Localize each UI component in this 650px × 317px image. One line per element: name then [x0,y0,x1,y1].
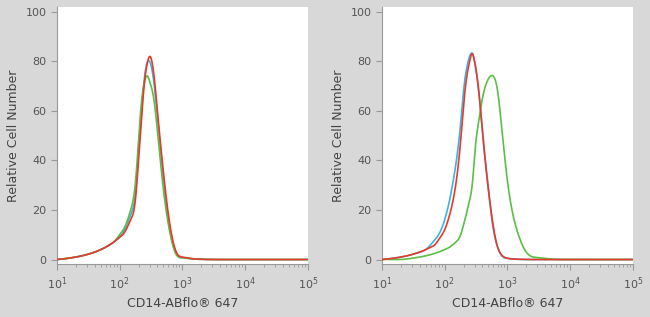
Y-axis label: Relative Cell Number: Relative Cell Number [7,69,20,202]
X-axis label: CD14-ABflo® 647: CD14-ABflo® 647 [127,297,238,310]
Y-axis label: Relative Cell Number: Relative Cell Number [332,69,345,202]
X-axis label: CD14-ABflo® 647: CD14-ABflo® 647 [452,297,563,310]
